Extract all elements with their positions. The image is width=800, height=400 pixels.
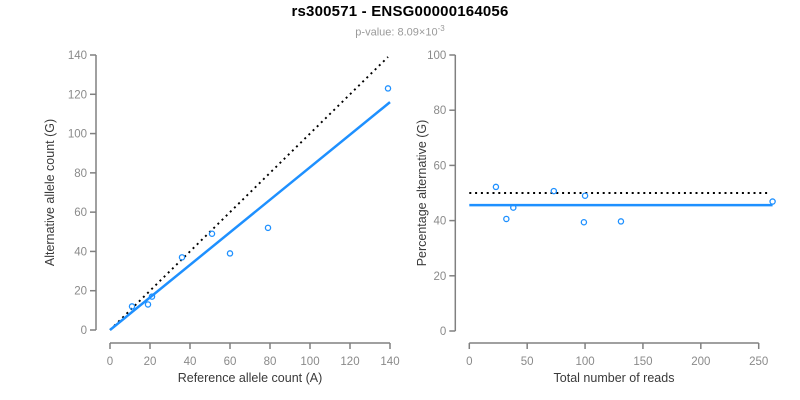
y-axis-title: Percentage alternative (G) [415, 120, 429, 267]
y-tick-label: 100 [68, 129, 87, 141]
y-tick-label: 140 [68, 50, 87, 62]
x-tick-label: 80 [264, 356, 277, 368]
data-point [550, 187, 558, 195]
data-point [384, 85, 392, 92]
data-point [178, 254, 186, 261]
data-point [580, 219, 588, 226]
identity-line [109, 56, 389, 331]
x-axis-title: Reference allele count (A) [178, 371, 323, 385]
plot-subtitle: p-value: 8.09×10-3 [0, 24, 800, 39]
data-point [148, 293, 156, 300]
regression-line [109, 101, 391, 331]
x-tick-label: 40 [184, 356, 197, 368]
p-value-exponent: -3 [437, 24, 445, 33]
y-tick-label: 20 [434, 271, 447, 283]
x-tick-label: 0 [466, 356, 472, 368]
x-tick-label: 100 [300, 356, 319, 368]
y-tick-label: 0 [440, 326, 446, 338]
scatter-allele-counts: 0 20 40 60 80 100 120 140 0 20 40 60 80 100 120 140 Refe… [43, 50, 400, 385]
y-tick-label: 40 [434, 216, 447, 228]
data-point [128, 303, 136, 310]
x-tick-label: 200 [691, 356, 710, 368]
y-tick-label: 100 [427, 50, 446, 62]
x-tick-label: 20 [144, 356, 157, 368]
data-point [208, 230, 216, 237]
scatter-percentage-vs-reads: 0 20 40 60 80 100 0 50 100 150 200 250 Total number … [415, 50, 776, 385]
data-point [769, 198, 776, 205]
x-tick-label: 250 [749, 356, 768, 368]
y-tick-label: 20 [74, 286, 87, 298]
x-tick-label: 120 [340, 356, 359, 368]
data-point [617, 218, 625, 225]
data-point [144, 301, 152, 308]
p-value-text: p-value: 8.09×10 [355, 26, 438, 39]
x-tick-label: 0 [107, 356, 113, 368]
data-point [226, 250, 234, 257]
data-point [264, 224, 272, 232]
data-point [581, 192, 589, 200]
y-tick-label: 40 [74, 246, 87, 258]
data-point [503, 215, 510, 223]
y-tick-label: 120 [68, 89, 87, 101]
x-tick-label: 140 [380, 356, 399, 368]
x-tick-label: 60 [224, 356, 237, 368]
x-tick-label: 150 [633, 356, 652, 368]
plot-title: rs300571 - ENSG00000164056 [291, 3, 509, 20]
y-tick-label: 0 [81, 325, 87, 337]
x-tick-label: 100 [575, 356, 594, 368]
data-point [492, 183, 500, 191]
y-tick-label: 60 [434, 160, 447, 172]
y-axis-title: Alternative allele count (G) [43, 119, 57, 266]
y-tick-label: 80 [74, 168, 87, 180]
x-axis-title: Total number of reads [554, 371, 675, 385]
y-tick-label: 80 [434, 105, 447, 117]
x-tick-label: 50 [521, 356, 534, 368]
y-tick-label: 60 [74, 207, 87, 219]
data-point [510, 204, 517, 211]
